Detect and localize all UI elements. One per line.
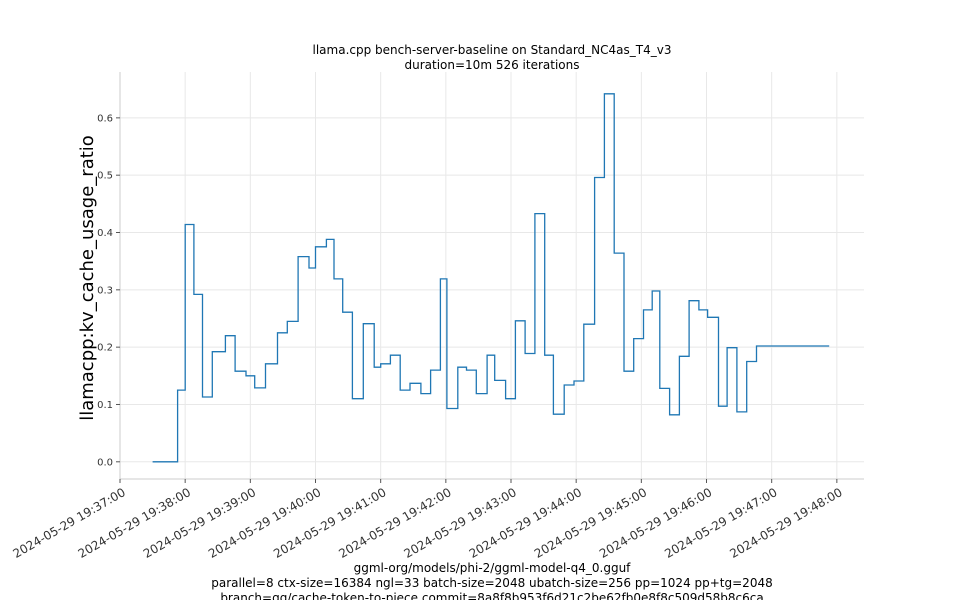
y-tick-label: 0.6 [97,113,113,124]
y-tick-label: 0.3 [97,285,113,296]
y-tick-label: 0.4 [97,228,113,239]
x-tick-label: 2024-05-29 19:38:00 [76,485,193,561]
y-tick-label: 0.0 [97,457,113,468]
chart-title-line-2: duration=10m 526 iterations [405,58,580,72]
y-tick-label: 0.2 [97,343,113,354]
x-label-line-1: ggml-org/models/phi-2/ggml-model-q4_0.gg… [354,561,632,575]
x-tick-label: 2024-05-29 19:41:00 [271,485,388,561]
x-tick-label: 2024-05-29 19:44:00 [467,485,584,561]
x-tick-label: 2024-05-29 19:47:00 [662,485,779,561]
x-label-line-2: parallel=8 ctx-size=16384 ngl=33 batch-s… [211,576,772,590]
y-tick-label: 0.5 [97,171,113,182]
x-tick-label: 2024-05-29 19:37:00 [11,485,128,561]
y-ticks: 0.0 0.1 0.2 0.3 0.4 0.5 0.6 [97,113,120,468]
y-axis-label: llamacpp:kv_cache_usage_ratio [77,135,98,421]
x-tick-label: 2024-05-29 19:48:00 [727,485,844,561]
series [152,93,830,463]
grid [119,72,864,479]
x-tick-label: 2024-05-29 19:46:00 [597,485,714,561]
x-tick-label: 2024-05-29 19:40:00 [206,485,323,561]
x-tick-label: 2024-05-29 19:39:00 [141,485,258,561]
x-tick-label: 2024-05-29 19:45:00 [532,485,649,561]
series-line [152,93,830,463]
x-label-line-3: branch=gg/cache-token-to-piece commit=8a… [220,591,763,600]
chart-title-line-1: llama.cpp bench-server-baseline on Stand… [313,43,672,57]
y-tick-label: 0.1 [97,400,113,411]
x-tick-label: 2024-05-29 19:42:00 [336,485,453,561]
axes [119,72,864,480]
x-tick-label: 2024-05-29 19:43:00 [402,485,519,561]
